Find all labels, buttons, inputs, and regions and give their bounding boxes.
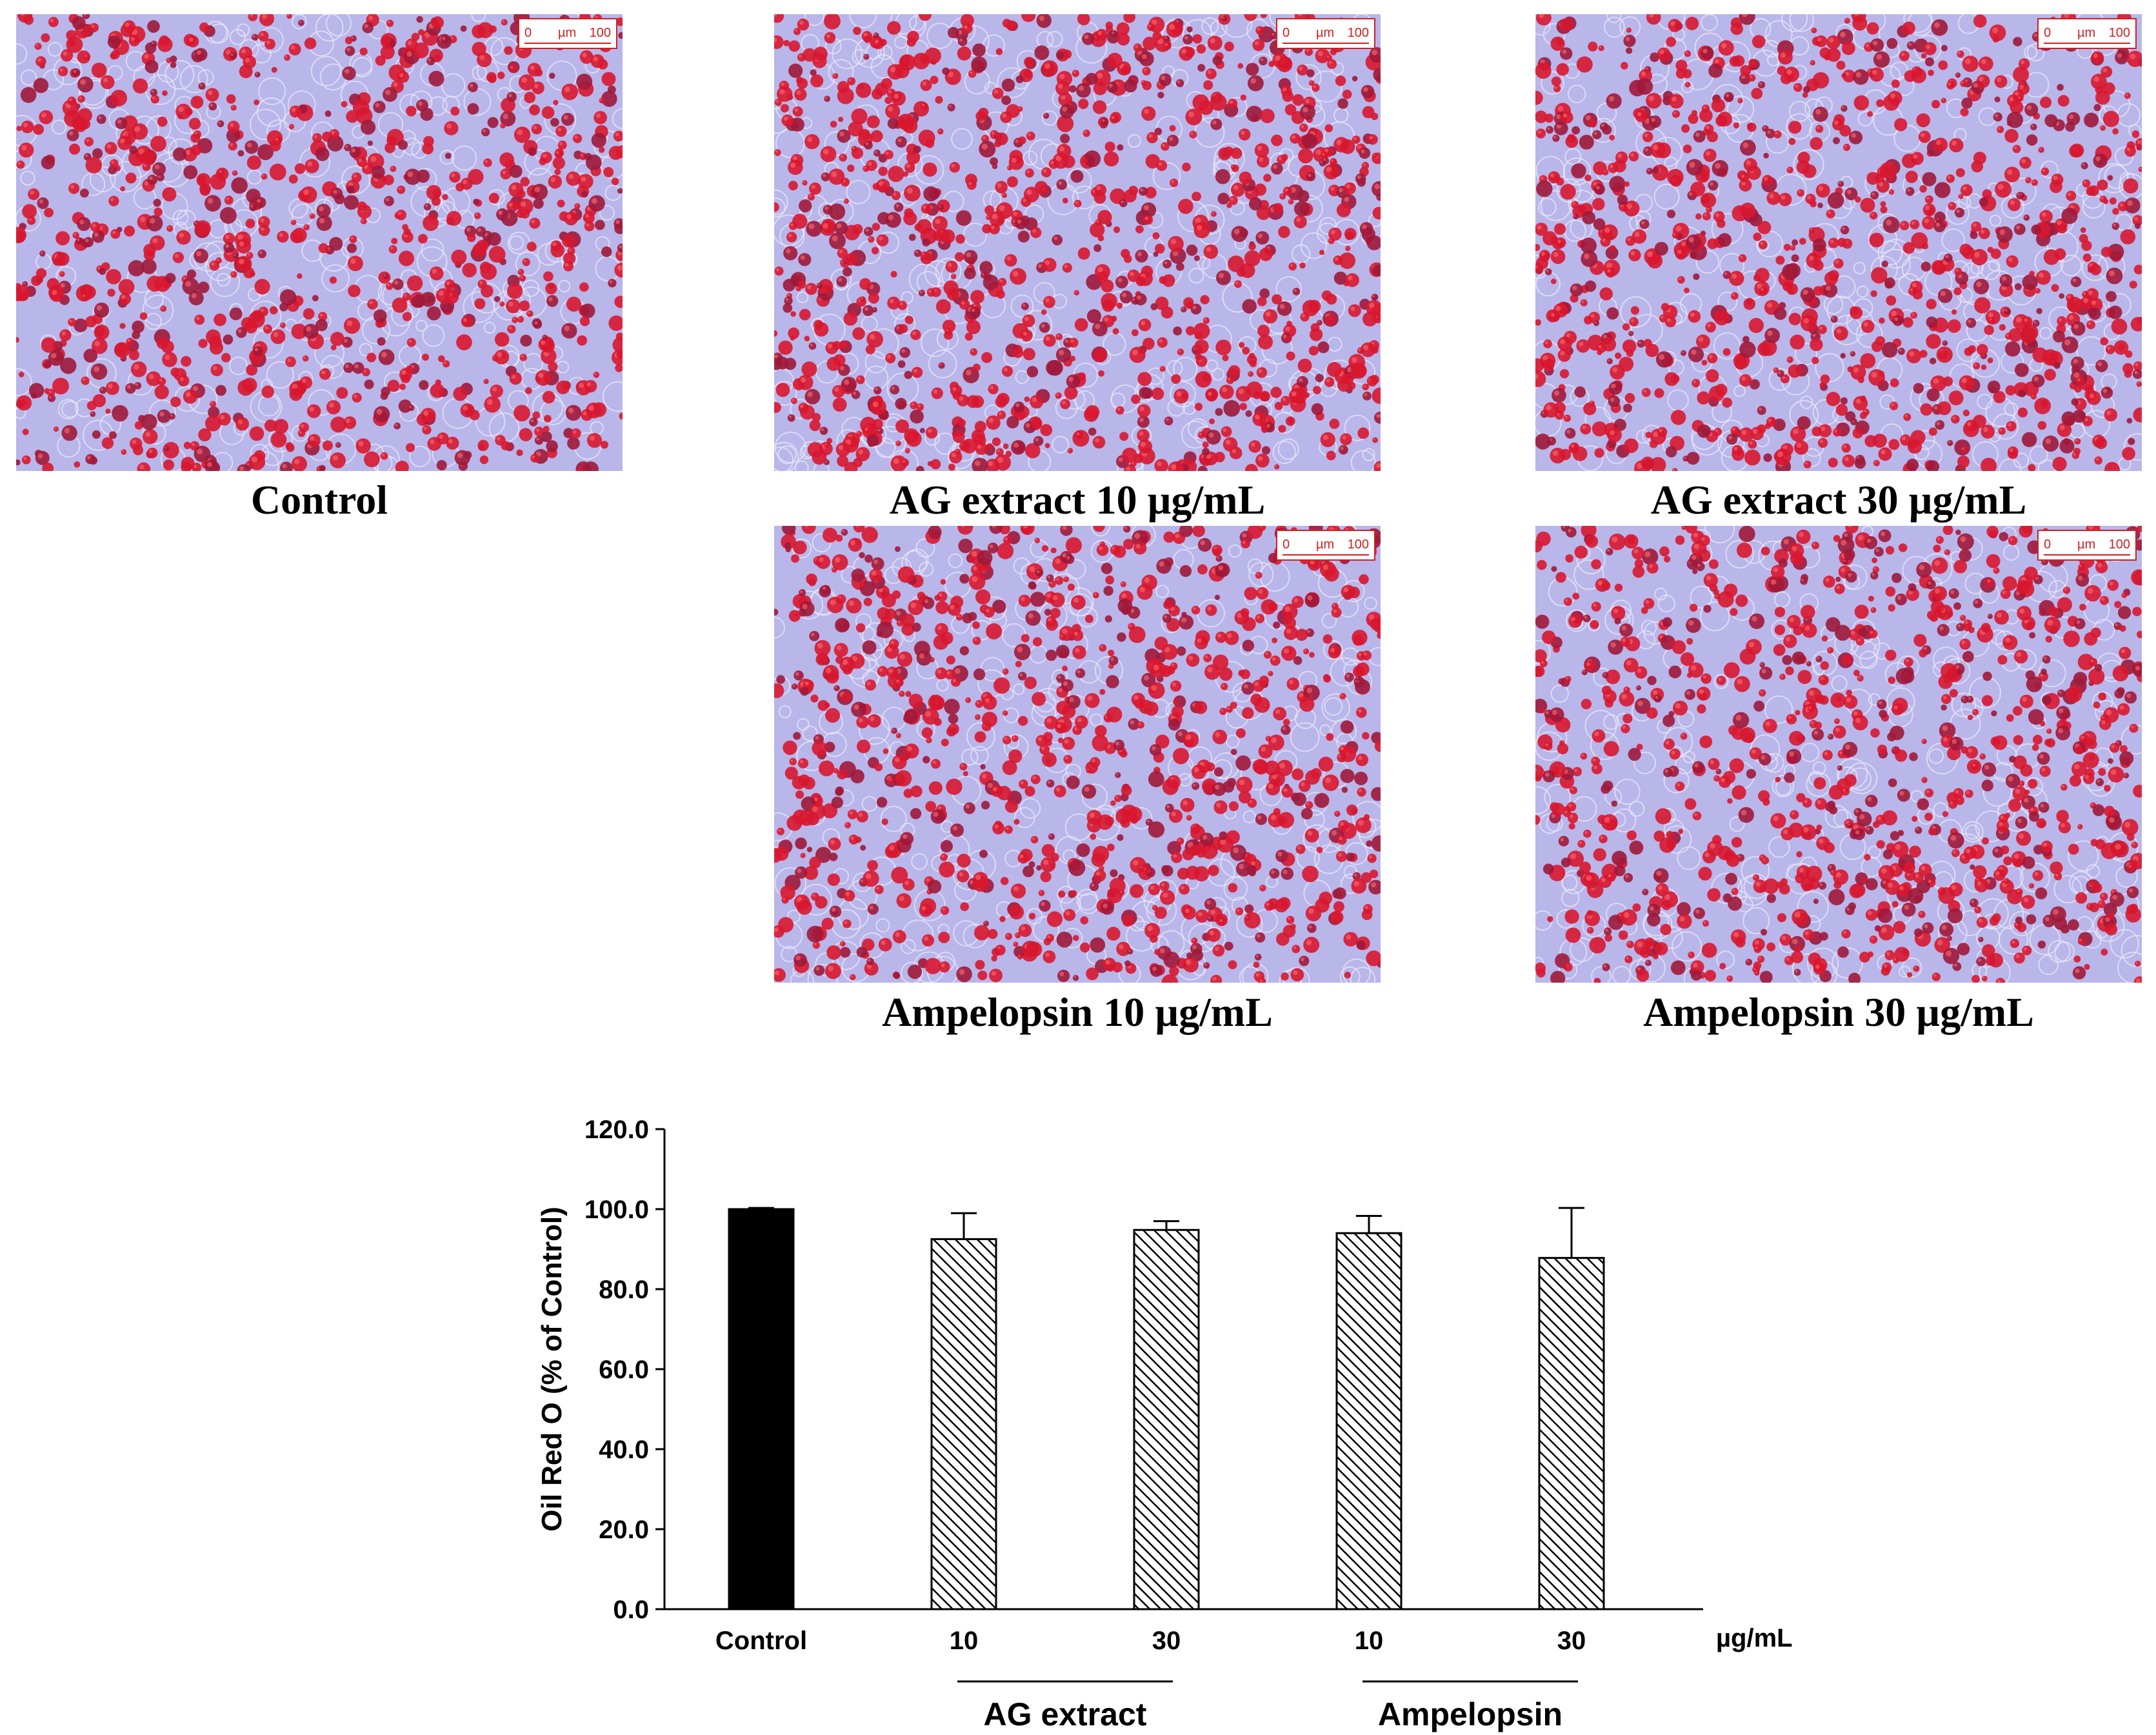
y-tick-label: 120.0: [584, 1116, 649, 1144]
group-label: AG extract: [984, 1696, 1147, 1732]
y-tick-label: 0.0: [613, 1596, 649, 1624]
y-tick-label: 20.0: [599, 1516, 649, 1544]
bar: [1335, 1232, 1402, 1610]
caption-ag-extract-10: AG extract 10 µg/mL: [889, 477, 1266, 523]
caption-ampelopsin-10: Ampelopsin 10 µg/mL: [882, 989, 1273, 1035]
bar: [1538, 1257, 1605, 1610]
y-tick-label: 80.0: [599, 1276, 649, 1304]
micrograph-ag-extract-30: 0 µm 100: [1535, 14, 2142, 471]
scale-bar: 0 µm 100: [518, 18, 617, 49]
bar: [728, 1208, 795, 1610]
micrograph-image: [16, 14, 623, 471]
x-tick-label: 10: [1355, 1627, 1384, 1655]
oil-red-o-bar-chart: 0.0 20.0 40.0 60.0 80.0 100.0 120.0 Oil Red O (…: [536, 1116, 1793, 1732]
micrograph-image: [774, 14, 1381, 471]
scale-bar: 0 µm 100: [2037, 18, 2137, 49]
y-tick-label: 60.0: [599, 1356, 649, 1384]
caption-ampelopsin-30: Ampelopsin 30 µg/mL: [1643, 989, 2034, 1035]
micrograph-ampelopsin-10: 0 µm 100: [774, 526, 1381, 983]
micrograph-image: [1535, 526, 2142, 983]
scale-bar: 0 µm 100: [1276, 18, 1375, 49]
x-tick-label: 30: [1152, 1627, 1181, 1655]
x-tick-label: 10: [950, 1627, 979, 1655]
group-label: Ampelopsin: [1378, 1696, 1562, 1732]
y-tick-label: 100.0: [584, 1196, 649, 1224]
x-tick-label: Control: [715, 1627, 807, 1655]
micrograph-image: [774, 526, 1381, 983]
x-tick-label: 30: [1557, 1627, 1586, 1655]
bar: [930, 1238, 997, 1610]
micrograph-image: [1535, 14, 2142, 471]
caption-control: Control: [250, 477, 388, 523]
micrograph-ampelopsin-30: 0 µm 100: [1535, 526, 2142, 983]
micrograph-ag-extract-10: 0 µm 100: [774, 14, 1381, 471]
unit-label: µg/mL: [1716, 1624, 1793, 1652]
scale-bar: 0 µm 100: [1276, 530, 1375, 561]
bar: [1133, 1229, 1200, 1610]
micrograph-control: 0 µm 100: [16, 14, 623, 471]
y-axis-label: Oil Red O (% of Control): [536, 1207, 568, 1532]
y-tick-label: 40.0: [599, 1436, 649, 1464]
caption-ag-extract-30: AG extract 30 µg/mL: [1650, 477, 2027, 523]
scale-bar: 0 µm 100: [2037, 530, 2137, 561]
